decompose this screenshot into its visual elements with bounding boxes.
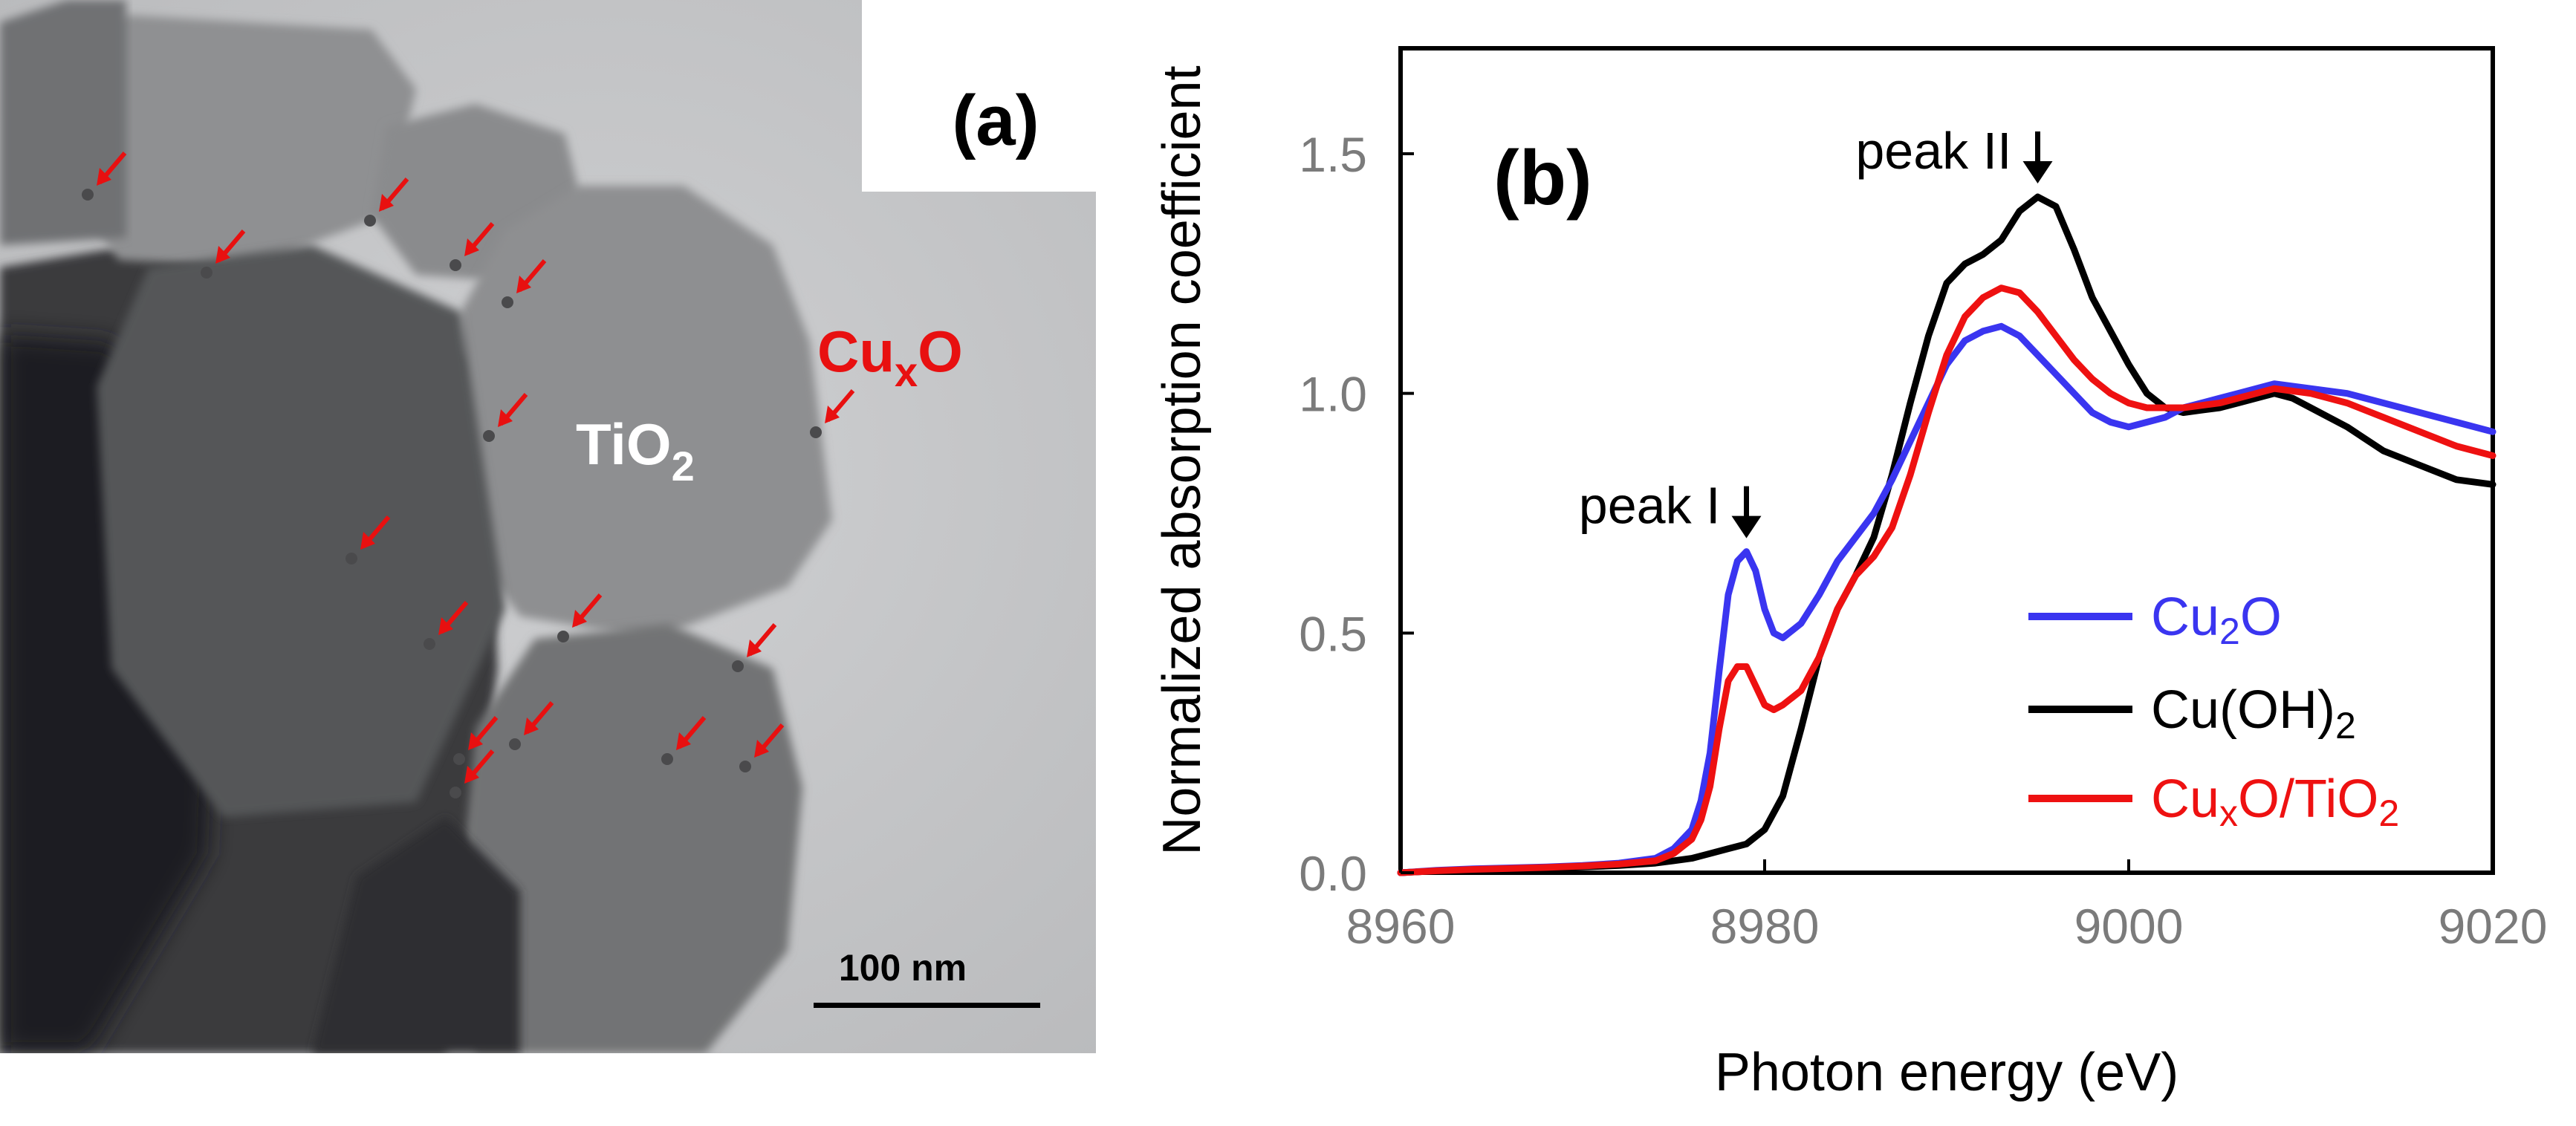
y-axis-title: Normalized absorption coefficient: [1152, 65, 1212, 855]
cuxo-particle-dot: [345, 553, 357, 564]
cuxo-arrow: [345, 515, 391, 564]
panel-a-label: (a): [952, 81, 1039, 160]
cuxo-particle-dot: [810, 426, 822, 438]
arrow-head: [468, 732, 483, 750]
annotation-label: peak II: [1855, 122, 2011, 180]
series-layer: [1397, 193, 2496, 876]
x-tick-label: 8960: [1346, 899, 1456, 954]
cuxo-arrow: [483, 393, 528, 442]
cuxo-particle-dot: [82, 189, 94, 201]
tio2-label: TiO2: [576, 411, 695, 489]
arrow-head: [825, 406, 840, 423]
cuxo-arrow: [557, 593, 603, 642]
cuxo-arrow: [502, 259, 547, 308]
legend: Cu2O Cu(OH)2 CuxO/TiO2: [2028, 588, 2399, 834]
cuxo-marker-arrows: [82, 152, 855, 798]
cuxo-particle-dot: [450, 259, 461, 271]
cuxo-particle-dot: [502, 296, 513, 308]
cuxo-particle-dot: [557, 631, 569, 642]
cuxo-particle-dot: [739, 761, 751, 772]
arrow-head: [754, 740, 769, 758]
arrow-head: [379, 194, 394, 212]
cuxo-particle-dot: [424, 638, 435, 650]
arrow-head: [676, 732, 691, 750]
scale-bar: [814, 1003, 1040, 1008]
legend-label-cuxo-tio2: CuxO/TiO2: [2151, 769, 2399, 834]
cuxo-arrow: [364, 178, 409, 227]
annotation-layer: peak I peak II: [1579, 122, 2053, 538]
arrow-head: [572, 610, 587, 628]
particle-middle-left: [97, 245, 505, 817]
cuxo-arrow: [661, 716, 707, 765]
particle-bottom: [312, 817, 520, 1053]
arrow-head: [215, 246, 230, 264]
arrow-head: [97, 168, 111, 186]
cuxo-particle-dot: [732, 660, 744, 672]
cuxo-arrow: [450, 222, 495, 271]
x-tick-label: 9000: [2074, 899, 2184, 954]
annotation-label: peak I: [1579, 477, 1721, 535]
arrow-head: [747, 640, 762, 657]
particle-top-left: [45, 15, 416, 267]
series-line-cu2o: [1397, 322, 2496, 876]
panel-b-label: (b): [1493, 135, 1592, 221]
cuxo-arrow: [82, 152, 127, 201]
x-axis-title: Photon energy (eV): [1715, 1043, 2178, 1102]
cuxo-arrow: [810, 389, 855, 438]
x-tick-label: 8980: [1710, 899, 1820, 954]
y-tick-label: 1.0: [1299, 367, 1367, 422]
series-line-cuxo-tio2: [1397, 284, 2496, 876]
cuxo-arrow: [509, 701, 554, 750]
arrow-head: [498, 409, 513, 427]
arrow-head: [464, 238, 479, 256]
plot-area-frame: [1398, 46, 2495, 875]
arrow-head: [464, 766, 479, 784]
cuxo-arrow: [424, 601, 469, 650]
arrow-head: [516, 276, 531, 293]
cuxo-particle-dot: [483, 430, 495, 442]
particle-tio2: [461, 186, 832, 639]
cuxo-arrow: [739, 723, 785, 772]
cuxo-particle-dot: [450, 787, 461, 798]
cuxo-particle-dot: [201, 267, 212, 279]
cuxo-particle-dot: [453, 753, 465, 765]
cuxo-particle-dot: [509, 738, 521, 750]
annotation-arrow-head: [1731, 515, 1762, 538]
y-tick-label: 0.0: [1299, 846, 1367, 901]
legend-label-cu2o: Cu2O: [2151, 588, 2282, 652]
cuxo-arrow: [450, 749, 495, 798]
scale-bar-label: 100 nm: [839, 947, 967, 989]
legend-label-cuoh2: Cu(OH)2: [2151, 680, 2356, 746]
y-tick-label: 1.5: [1299, 127, 1367, 182]
x-tick-label: 9020: [2439, 899, 2548, 954]
series-line-cu-oh-2: [1397, 193, 2496, 876]
particle-corner: [0, 0, 126, 245]
cuxo-label: CuxO: [817, 319, 963, 395]
cuxo-arrow: [453, 716, 499, 765]
label-box: [862, 0, 1096, 192]
cuxo-particle-dot: [364, 215, 376, 227]
arrow-head: [438, 617, 453, 635]
tem-image-panel: (a) TiO2 CuxO 100 nm: [0, 0, 1096, 1053]
y-tick-label: 0.5: [1299, 606, 1367, 661]
arrow-head: [360, 532, 375, 550]
cuxo-arrow: [201, 230, 246, 279]
annotation-arrow-head: [2022, 161, 2053, 184]
cuxo-arrow: [732, 623, 777, 672]
cuxo-particle-dot: [661, 753, 673, 765]
tick-layer: 8960 8980 9000 9020 0.0 0.5 1.0 1.5: [1299, 127, 2547, 954]
arrow-head: [524, 717, 539, 735]
particle-lower-right: [461, 624, 802, 1053]
